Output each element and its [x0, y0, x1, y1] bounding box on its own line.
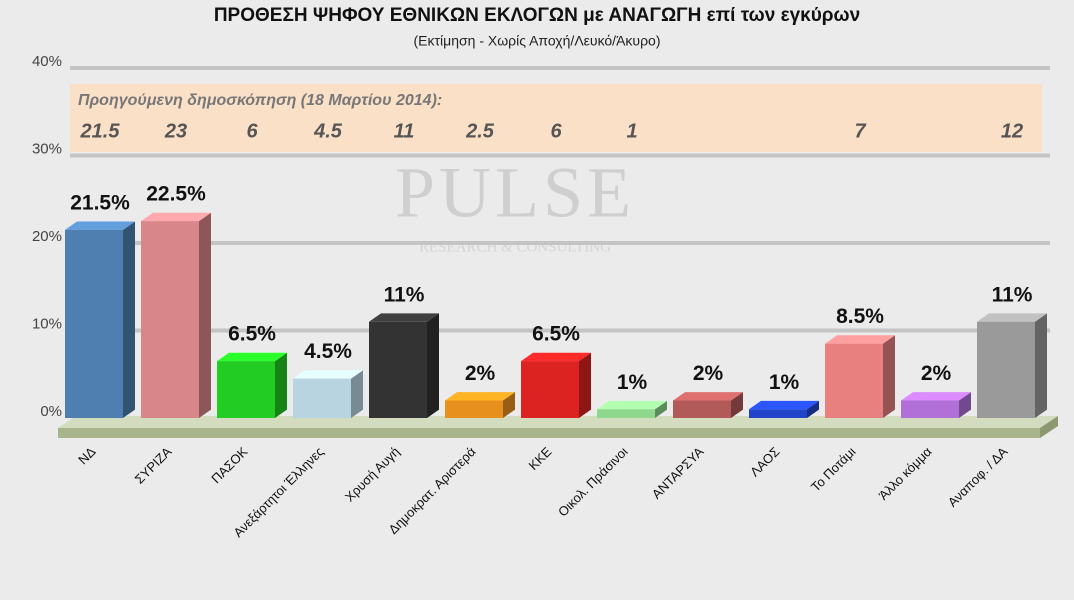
y-tick-label: 0%	[40, 403, 62, 420]
previous-poll-value: 4.5	[313, 120, 343, 142]
bar-top	[369, 313, 439, 322]
bar	[217, 361, 275, 418]
bar-side	[1035, 313, 1047, 418]
value-label: 11%	[384, 283, 425, 306]
bar-top	[825, 335, 895, 344]
previous-poll-value: 12	[1001, 120, 1023, 142]
grid-line	[70, 153, 1050, 158]
floor-front	[58, 428, 1040, 438]
bar-side	[427, 313, 439, 418]
bar-top	[749, 400, 819, 410]
bar	[445, 400, 503, 418]
bar	[65, 229, 123, 418]
value-label: 4.5%	[304, 340, 352, 363]
previous-poll-value: 23	[164, 120, 187, 142]
bar-top	[65, 221, 135, 230]
previous-poll-value: 2.5	[465, 120, 495, 142]
y-tick-label: 30%	[32, 140, 62, 157]
bar-top	[217, 352, 287, 362]
previous-poll-value: 6	[246, 120, 258, 142]
bar	[521, 361, 579, 418]
grid-line	[70, 328, 1050, 333]
y-tick-label: 40%	[32, 53, 62, 70]
bar	[673, 400, 731, 418]
bar-top	[977, 313, 1047, 322]
previous-poll-value: 6	[550, 120, 562, 142]
previous-poll-value: 11	[394, 120, 415, 142]
bar-top	[673, 392, 743, 401]
bar-side	[275, 352, 287, 418]
bar-side	[655, 400, 667, 418]
value-label: 2%	[693, 362, 724, 385]
bar-top	[141, 212, 211, 222]
bar-side	[351, 370, 363, 418]
previous-poll-value: 1	[626, 120, 637, 142]
bar-side	[503, 392, 515, 418]
floor-top	[58, 416, 1058, 428]
bar-top	[597, 400, 667, 410]
bar-top	[521, 352, 591, 362]
bar	[825, 343, 883, 418]
previous-poll-band	[70, 84, 1042, 152]
bar-side	[807, 400, 819, 418]
bar-side	[883, 335, 895, 418]
chart-title: ΠΡΟΘΕΣΗ ΨΗΦΟΥ ΕΘΝΙΚΩΝ ΕΚΛΟΓΩΝ με ΑΝΑΓΩΓΗ…	[214, 5, 860, 26]
previous-poll-label: Προηγούμενη δημοσκόπηση (18 Μαρτίου 2014…	[78, 92, 442, 109]
bar	[369, 321, 427, 418]
bar-side	[731, 392, 743, 418]
value-label: 6.5%	[228, 323, 276, 346]
value-label: 21.5%	[70, 191, 130, 214]
bar	[901, 400, 959, 418]
bar-top	[445, 392, 515, 401]
previous-poll-value: 7	[854, 120, 866, 142]
bar-side	[199, 212, 211, 418]
value-label: 6.5%	[532, 323, 580, 346]
bar	[141, 221, 199, 418]
chart-subtitle: (Εκτίμηση - Χωρίς Αποχή/Λευκό/Άκυρο)	[414, 33, 661, 49]
watermark: PULSE	[395, 153, 635, 233]
value-label: 2%	[465, 362, 496, 385]
floor-side	[1040, 416, 1058, 438]
value-label: 1%	[769, 371, 800, 394]
bar-top	[901, 392, 971, 401]
bar-top	[293, 370, 363, 379]
bar	[597, 409, 655, 418]
y-tick-label: 20%	[32, 228, 62, 245]
bar-side	[579, 352, 591, 418]
value-label: 22.5%	[146, 183, 206, 206]
grid-line	[70, 66, 1050, 70]
bar	[749, 409, 807, 418]
value-label: 2%	[921, 362, 952, 385]
grid-line	[70, 241, 1050, 245]
value-label: 8.5%	[836, 305, 884, 328]
y-tick-label: 10%	[32, 315, 62, 332]
previous-poll-value: 21.5	[80, 120, 121, 142]
value-label: 1%	[617, 371, 648, 394]
value-label: 11%	[992, 283, 1033, 306]
bar	[977, 321, 1035, 418]
bar	[293, 378, 351, 418]
bar-side	[123, 221, 135, 418]
bar-side	[959, 392, 971, 418]
